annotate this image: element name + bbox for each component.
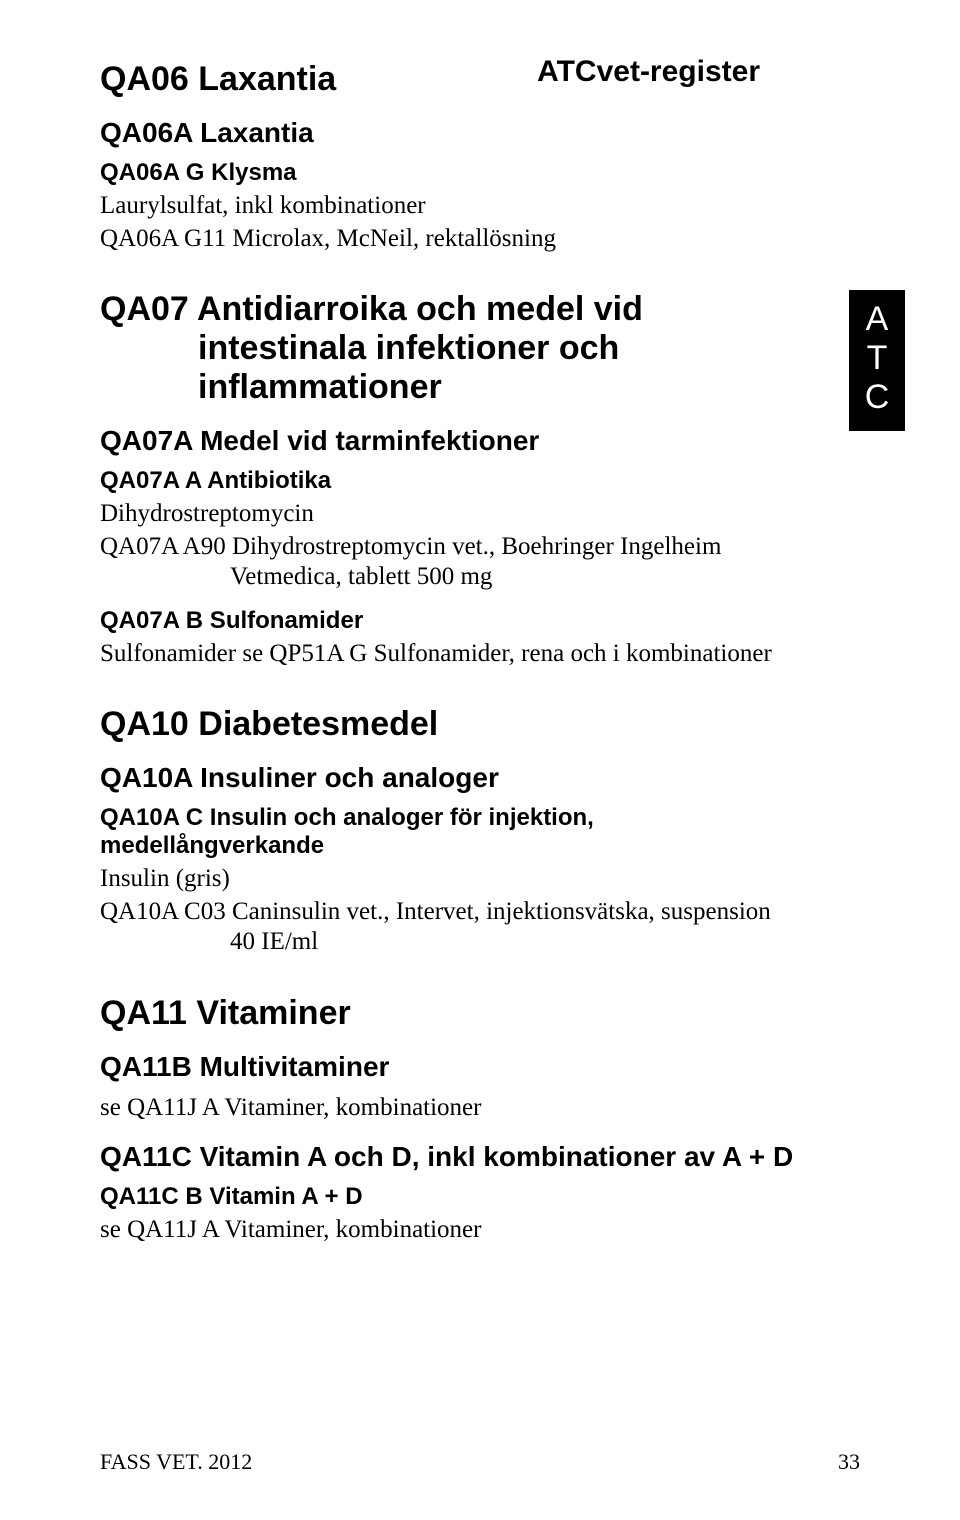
heading-qa07ab: QA07A B Sulfonamider xyxy=(100,607,820,635)
side-tab-letter: C xyxy=(849,378,905,417)
text-qa07ab-ref: Sulfonamider se QP51A G Sulfonamider, re… xyxy=(100,639,820,670)
text-qa06ag-substance: Laurylsulfat, inkl kombinationer xyxy=(100,191,820,222)
heading-qa10: QA10 Diabetesmedel xyxy=(100,705,820,744)
text-qa10ac-substance: Insulin (gris) xyxy=(100,864,820,895)
footer-publication: FASS VET. 2012 xyxy=(100,1449,252,1475)
text-qa07aa-entry: QA07A A90 Dihydrostreptomycin vet., Boeh… xyxy=(100,532,800,593)
heading-qa11b: QA11B Multivitaminer xyxy=(100,1051,820,1083)
heading-qa06a: QA06A Laxantia xyxy=(100,117,820,149)
heading-qa11cb: QA11C B Vitamin A + D xyxy=(100,1183,820,1211)
side-tab-letter: T xyxy=(849,339,905,378)
page-content: QA06 Laxantia QA06A Laxantia QA06A G Kly… xyxy=(100,60,820,1246)
heading-qa07aa: QA07A A Antibiotika xyxy=(100,467,820,495)
heading-qa07: QA07 Antidiarroika och medel vid intesti… xyxy=(100,290,780,407)
footer-page-number: 33 xyxy=(838,1449,860,1475)
heading-qa10ac: QA10A C Insulin och analoger för injekti… xyxy=(100,804,820,860)
page-footer: FASS VET. 2012 33 xyxy=(100,1449,860,1475)
text-qa06ag-entry: QA06A G11 Microlax, McNeil, rektallösnin… xyxy=(100,224,820,255)
atc-side-tab: A T C xyxy=(849,290,905,431)
text-qa11b-ref: se QA11J A Vitaminer, kombinationer xyxy=(100,1093,820,1124)
text-qa11cb-ref: se QA11J A Vitaminer, kombinationer xyxy=(100,1215,820,1246)
heading-qa11: QA11 Vitaminer xyxy=(100,994,820,1033)
heading-qa11c: QA11C Vitamin A och D, inkl kombinatione… xyxy=(100,1141,820,1173)
text-qa07aa-substance: Dihydrostreptomycin xyxy=(100,499,820,530)
heading-qa10a: QA10A Insuliner och analoger xyxy=(100,762,820,794)
heading-qa07a: QA07A Medel vid tarminfektioner xyxy=(100,425,820,457)
heading-qa06ag: QA06A G Klysma xyxy=(100,159,820,187)
text-qa10ac-entry: QA10A C03 Caninsulin vet., Intervet, inj… xyxy=(100,897,800,958)
side-tab-letter: A xyxy=(849,300,905,339)
register-header: ATCvet-register xyxy=(537,55,760,89)
